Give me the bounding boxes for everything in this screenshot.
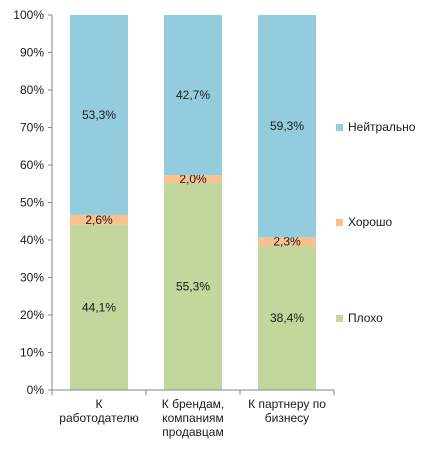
x-tick-label: продавцам	[162, 425, 223, 439]
bar-segment	[258, 237, 316, 246]
y-tick-label: 30%	[20, 271, 44, 285]
y-tick-label: 0%	[27, 383, 45, 397]
legend-swatch-good	[336, 218, 343, 226]
y-tick-label: 20%	[20, 308, 44, 322]
data-label: 2,6%	[85, 213, 113, 227]
legend-item-neutral: Нейтрально	[336, 120, 415, 134]
bar-segment	[70, 224, 128, 390]
x-tick-label: К брендам,	[162, 397, 224, 411]
legend-item-good: Хорошо	[336, 215, 392, 229]
legend-swatch-neutral	[336, 123, 343, 131]
y-axis: 0% 10% 20% 30% 40% 50% 60% 70% 80% 90% 100%	[13, 8, 53, 397]
bar-segment	[164, 182, 222, 390]
data-label: 42,7%	[176, 88, 210, 102]
legend-swatch-bad	[336, 314, 343, 322]
x-tick-label: К партнеру по	[248, 397, 326, 411]
y-tick-label: 40%	[20, 233, 44, 247]
bar-segment	[164, 175, 222, 183]
y-tick-label: 50%	[20, 196, 44, 210]
data-label: 55,3%	[176, 279, 210, 293]
bars: 44,1% 2,6% 53,3% 55,3% 2,0% 42,7% 38,4% 2,3% 59,…	[70, 15, 316, 390]
y-tick-label: 70%	[20, 121, 44, 135]
data-label: 59,3%	[270, 119, 304, 133]
y-tick-label: 100%	[13, 8, 44, 22]
y-tick-label: 10%	[20, 346, 44, 360]
y-tick-label: 60%	[20, 158, 44, 172]
legend-label-bad: Плохо	[348, 311, 383, 325]
data-label: 53,3%	[82, 108, 116, 122]
bar-segment	[70, 15, 128, 215]
x-tick-label: бизнесу	[265, 411, 309, 425]
x-tick-label: работодателю	[59, 411, 138, 425]
data-label: 38,4%	[270, 311, 304, 325]
legend: Нейтрально Хорошо Плохо	[336, 0, 421, 452]
legend-label-good: Хорошо	[348, 215, 393, 229]
legend-label-neutral: Нейтрально	[348, 120, 416, 134]
legend-item-bad: Плохо	[336, 311, 383, 325]
bar-segment	[258, 246, 316, 390]
x-tick-label: К	[96, 397, 103, 411]
data-label: 2,0%	[179, 172, 207, 186]
bar-segment	[164, 15, 222, 176]
y-tick-label: 90%	[20, 46, 44, 60]
bar-segment	[258, 15, 316, 238]
data-label: 44,1%	[82, 300, 116, 314]
data-label: 2,3%	[273, 235, 301, 249]
x-tick-label: компаниям	[162, 411, 224, 425]
bar-segment	[70, 214, 128, 225]
y-tick-label: 80%	[20, 83, 44, 97]
